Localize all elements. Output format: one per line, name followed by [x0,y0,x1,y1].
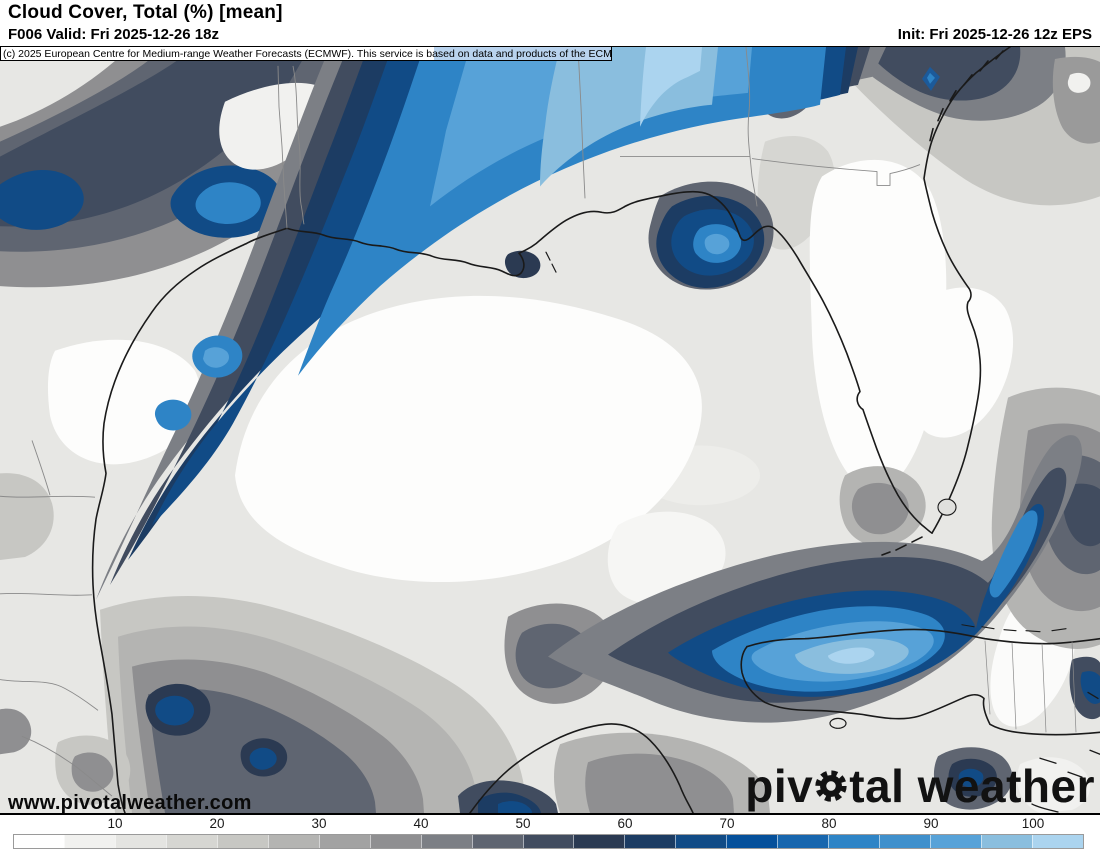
weather-map [0,46,1100,815]
page-title: Cloud Cover, Total (%) [mean] [8,2,283,23]
colorbar-segment [14,835,64,848]
colorbar [13,834,1084,849]
init-time-label: Init: Fri 2025-12-26 12z EPS [897,26,1092,43]
colorbar-tick-label: 80 [821,816,837,831]
colorbar-tick-label: 20 [209,816,225,831]
colorbar-segment [471,835,523,848]
gear-icon [812,766,850,812]
colorbar-segment [930,835,982,848]
colorbar-tick-label: 60 [617,816,633,831]
state-borders [0,47,1077,797]
cloud-cover-contour-map [0,47,1100,813]
colorbar-tick-label: 40 [413,816,429,831]
colorbar-segment [981,835,1033,848]
colorbar-tick-label: 50 [515,816,531,831]
colorbar-segment [165,835,217,848]
colorbar-tick-labels: 10 20 30 40 50 60 70 80 90 100 [0,816,1100,832]
colorbar-tick-label: 70 [719,816,735,831]
colorbar-segment [420,835,472,848]
colorbar-tick-label: 30 [311,816,327,831]
colorbar-segment [777,835,829,848]
colorbar-tick-label: 90 [923,816,939,831]
coastlines [91,47,1100,813]
brand-logo: piv tal weather [745,763,1095,812]
colorbar-segment [63,835,115,848]
colorbar-segment [573,835,625,848]
colorbar-tick-label: 10 [107,816,123,831]
colorbar-segment [624,835,676,848]
colorbar-segment [675,835,727,848]
colorbar-segment [318,835,370,848]
colorbar-tick-label: 100 [1021,816,1045,831]
colorbar-segment [522,835,574,848]
colorbar-segment [879,835,931,848]
brand-logo-suffix: tal weather [849,760,1095,812]
valid-time-label: F006 Valid: Fri 2025-12-26 18z [8,26,219,43]
colorbar-segment [1032,835,1084,848]
watermark-url: www.pivotalweather.com [8,792,252,814]
brand-logo-prefix: piv [745,760,814,812]
copyright-bar: (c) 2025 European Centre for Medium-rang… [0,46,612,61]
colorbar-segment [828,835,880,848]
colorbar-segment [369,835,421,848]
colorbar-segment [114,835,166,848]
colorbar-segment [216,835,268,848]
colorbar-segment [726,835,778,848]
colorbar-segment [267,835,319,848]
